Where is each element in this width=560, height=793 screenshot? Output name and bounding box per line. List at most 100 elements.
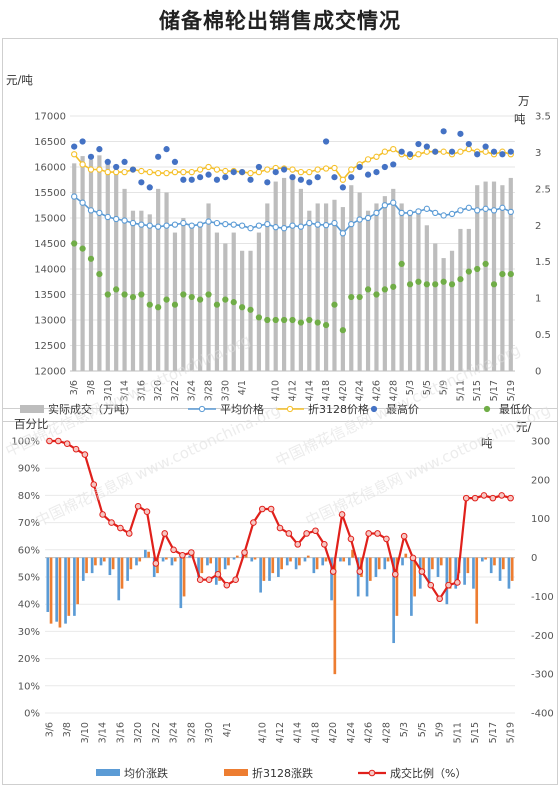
left-unit-label: 元/吨 xyxy=(6,73,33,87)
x-tick-label: 5/15 xyxy=(472,380,483,401)
scatter-point xyxy=(331,174,338,181)
change-3128-bar xyxy=(315,557,319,570)
avg-change-bar xyxy=(472,557,475,589)
scatter-point xyxy=(440,278,447,285)
ratio-point xyxy=(427,581,435,589)
scatter-point xyxy=(180,176,187,183)
scatter-point xyxy=(390,161,397,168)
scatter-point xyxy=(281,166,288,173)
x-tick-label: 4/12 xyxy=(288,380,299,401)
volume-bar xyxy=(290,174,295,371)
series-point xyxy=(146,222,153,229)
ratio-point xyxy=(507,494,514,502)
legend-swatch-bar xyxy=(224,769,248,776)
volume-bar xyxy=(391,188,396,371)
series-point xyxy=(331,164,338,172)
series-point xyxy=(348,166,355,173)
y-tick-label: 12500 xyxy=(34,341,66,352)
change-3128-bar xyxy=(182,557,186,597)
avg-change-bar xyxy=(277,557,280,577)
scatter-point xyxy=(440,128,447,135)
scatter-point xyxy=(79,245,86,252)
avg-change-bar xyxy=(197,557,200,577)
page-title: 储备棉轮出销售成交情况 xyxy=(159,9,401,33)
volume-bar xyxy=(97,155,102,371)
change-3128-bar xyxy=(138,557,142,562)
x-tick-label: 3/16 xyxy=(136,380,147,401)
y-tick-label: 13000 xyxy=(34,316,66,327)
avg-change-bar xyxy=(303,557,307,562)
ratio-point xyxy=(365,530,372,537)
scatter-point xyxy=(230,169,237,176)
y-tick-label: 12000 xyxy=(34,367,66,378)
series-point xyxy=(213,166,221,173)
watermark-text: 中国棉花信息网 www.cottonchina.org xyxy=(303,401,553,531)
y-tick-label: 16000 xyxy=(34,163,66,174)
legend-swatch-bar xyxy=(20,405,44,413)
series-point xyxy=(138,167,145,175)
legend-label: 实际成交（万吨） xyxy=(48,402,136,416)
scatter-point xyxy=(104,291,111,298)
ratio-point xyxy=(294,541,302,548)
series-point xyxy=(87,207,95,214)
change-3128-bar xyxy=(209,557,213,564)
series-point xyxy=(314,166,321,173)
scatter-point xyxy=(432,281,439,288)
scatter-point xyxy=(339,327,346,334)
volume-bar xyxy=(483,181,488,371)
scatter-point xyxy=(163,296,170,303)
scatter-point xyxy=(474,151,481,158)
scatter-point xyxy=(247,306,254,313)
volume-bar xyxy=(399,203,404,371)
series-point xyxy=(196,166,204,173)
scatter-point xyxy=(499,151,506,158)
right-unit-label-1: 万 xyxy=(518,94,530,108)
scatter-point xyxy=(281,316,288,324)
change-3128-bar xyxy=(298,557,301,566)
scatter-point xyxy=(381,163,388,171)
avg-change-bar xyxy=(427,557,431,585)
x-tick-label: 4/14 xyxy=(293,722,304,743)
legend-swatch-marker xyxy=(370,405,378,413)
volume-bar xyxy=(458,228,463,371)
series-point xyxy=(79,161,86,168)
scatter-point xyxy=(264,179,271,186)
ratio-point xyxy=(471,494,479,502)
scatter-point xyxy=(465,140,472,148)
x-tick-label: 4/10 xyxy=(257,722,268,743)
ratio-point xyxy=(409,554,417,562)
scatter-point xyxy=(348,174,355,181)
series-point xyxy=(406,209,414,217)
volume-bar xyxy=(449,250,455,371)
volume-bar xyxy=(416,210,421,371)
scatter-point xyxy=(314,319,321,326)
volume-bar xyxy=(130,210,136,371)
scatter-point xyxy=(373,291,380,298)
avg-change-bar xyxy=(223,557,227,570)
x-tick-label: 3/20 xyxy=(133,722,144,743)
x-tick-label: 5/17 xyxy=(488,722,499,743)
series-point xyxy=(289,166,296,173)
y-tick-label: 80% xyxy=(18,491,40,502)
legend-label: 折3128涨跌 xyxy=(252,766,313,780)
ratio-point xyxy=(329,568,337,575)
change-3128-bar xyxy=(58,557,62,628)
series-point xyxy=(465,145,472,153)
series-point xyxy=(180,168,187,176)
avg-change-bar xyxy=(285,557,289,566)
scatter-point xyxy=(188,176,195,183)
volume-bar xyxy=(88,159,94,371)
series-point xyxy=(390,199,397,206)
ratio-point xyxy=(152,560,160,567)
series-point xyxy=(364,214,372,222)
y-tick-label: 50% xyxy=(18,573,40,584)
avg-change-bar xyxy=(392,557,395,644)
series-point xyxy=(196,221,204,228)
avg-change-bar xyxy=(144,549,147,558)
series-point xyxy=(129,219,137,227)
change-3128-bar xyxy=(227,557,230,566)
avg-change-bar xyxy=(170,557,174,566)
ratio-point xyxy=(232,576,239,584)
avg-change-bar xyxy=(46,557,50,612)
